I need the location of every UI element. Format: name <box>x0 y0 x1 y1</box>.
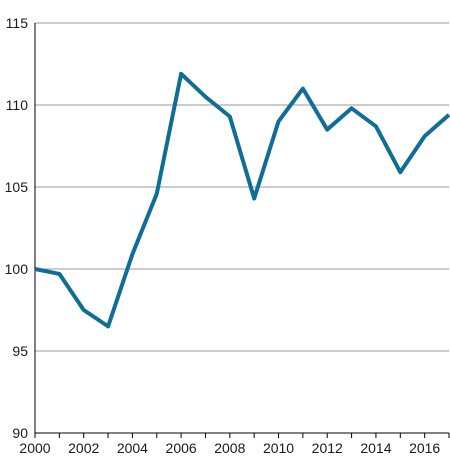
y-tick-label: 100 <box>5 261 29 277</box>
y-tick-label: 110 <box>6 97 29 113</box>
axes <box>34 23 450 438</box>
y-tick-label: 95 <box>12 343 28 359</box>
x-tick-label: 2004 <box>117 440 148 456</box>
y-tick-label: 90 <box>12 425 28 441</box>
x-tick-label: 2014 <box>360 440 391 456</box>
x-tick-label: 2000 <box>19 440 50 456</box>
y-tick-label: 105 <box>5 179 29 195</box>
series-line <box>34 71 450 329</box>
x-tick-label: 2008 <box>214 440 245 456</box>
grid-lines <box>35 22 449 352</box>
y-tick-labels: 90 95 100 105 110 115 <box>5 15 29 441</box>
x-tick-label: 2012 <box>312 440 343 456</box>
x-tick-labels: 2000 2002 2004 2006 2008 2010 2012 2014 2016 <box>19 440 440 456</box>
x-tick-label: 2016 <box>409 440 440 456</box>
x-tick-label: 2010 <box>263 440 294 456</box>
y-tick-label: 115 <box>6 15 29 31</box>
x-tick-label: 2006 <box>166 440 197 456</box>
series-lines <box>34 71 450 329</box>
x-tick-label: 2002 <box>68 440 99 456</box>
